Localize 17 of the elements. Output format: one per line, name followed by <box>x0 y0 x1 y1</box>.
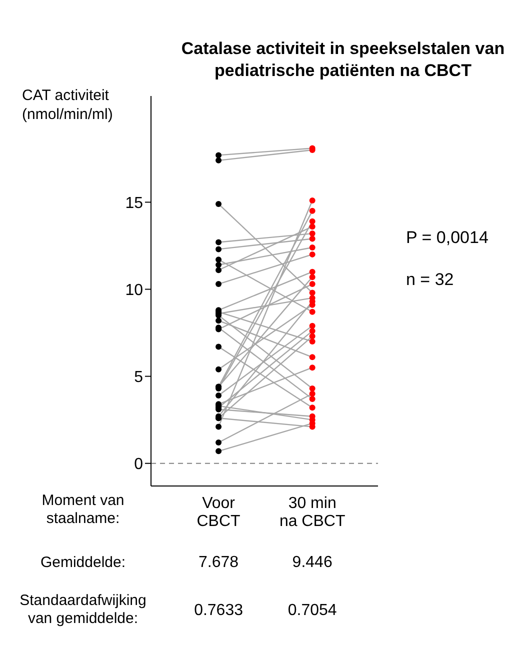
x-axis-title: Moment van staalname: <box>40 492 126 528</box>
y-tick-label: 15 <box>125 194 144 212</box>
y-tick-label: 10 <box>125 282 144 299</box>
text: 9.446 <box>291 554 334 572</box>
x-tick-label: Voor CBCT <box>196 495 241 530</box>
y-axis-title: CAT activiteit (nmol/min/ml) <box>22 86 114 124</box>
y-tick-label: 5 <box>134 368 144 386</box>
text: 0.7633 <box>193 602 244 620</box>
text: 7.678 <box>198 554 240 572</box>
text: 0.7054 <box>286 602 338 620</box>
text: P = 0,0014 <box>406 228 488 248</box>
y-tick-label: 0 <box>134 456 144 474</box>
x-tick-label: 30 min na CBCT <box>279 495 346 530</box>
text: Gemiddelde: <box>39 554 127 571</box>
chart-title: Catalase activiteit in speekselstalen van pediatrische patiënten na CBCT <box>180 38 506 82</box>
text: Standaardafwijking van gemiddelde: <box>18 592 148 628</box>
text: n = 32 <box>406 270 454 290</box>
